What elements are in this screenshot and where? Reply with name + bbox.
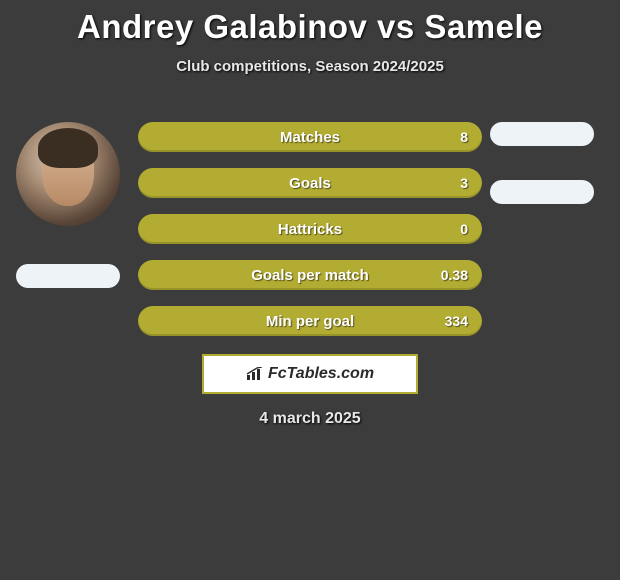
stat-label: Goals per match: [251, 267, 369, 284]
stat-bar: Hattricks 0: [138, 214, 482, 244]
player-left-avatar: [16, 122, 120, 226]
stat-value: 0.38: [441, 267, 468, 283]
stat-value: 3: [460, 175, 468, 191]
player-right-pill-1: [490, 122, 594, 146]
player-left-name-pill: [16, 264, 120, 288]
stat-label: Matches: [280, 129, 340, 146]
stat-bar: Goals per match 0.38: [138, 260, 482, 290]
fctables-logo-box[interactable]: FcTables.com: [202, 354, 418, 394]
stats-bars: Matches 8 Goals 3 Hattricks 0 Goals per …: [138, 122, 482, 336]
stat-label: Hattricks: [278, 221, 342, 238]
stat-label: Goals: [289, 175, 331, 192]
player-right-pill-2: [490, 180, 594, 204]
stat-value: 8: [460, 129, 468, 145]
stat-label: Min per goal: [266, 313, 354, 330]
stat-bar: Goals 3: [138, 168, 482, 198]
date-label: 4 march 2025: [0, 410, 620, 428]
stat-bar: Matches 8: [138, 122, 482, 152]
stat-value: 334: [445, 313, 468, 329]
subtitle: Club competitions, Season 2024/2025: [0, 58, 620, 75]
player-left-column: [8, 122, 128, 288]
stat-bar: Min per goal 334: [138, 306, 482, 336]
page-title: Andrey Galabinov vs Samele: [0, 0, 620, 46]
stat-value: 0: [460, 221, 468, 237]
player-right-column: [482, 122, 602, 204]
bar-chart-icon: [246, 367, 264, 381]
logo-text: FcTables.com: [268, 365, 374, 383]
